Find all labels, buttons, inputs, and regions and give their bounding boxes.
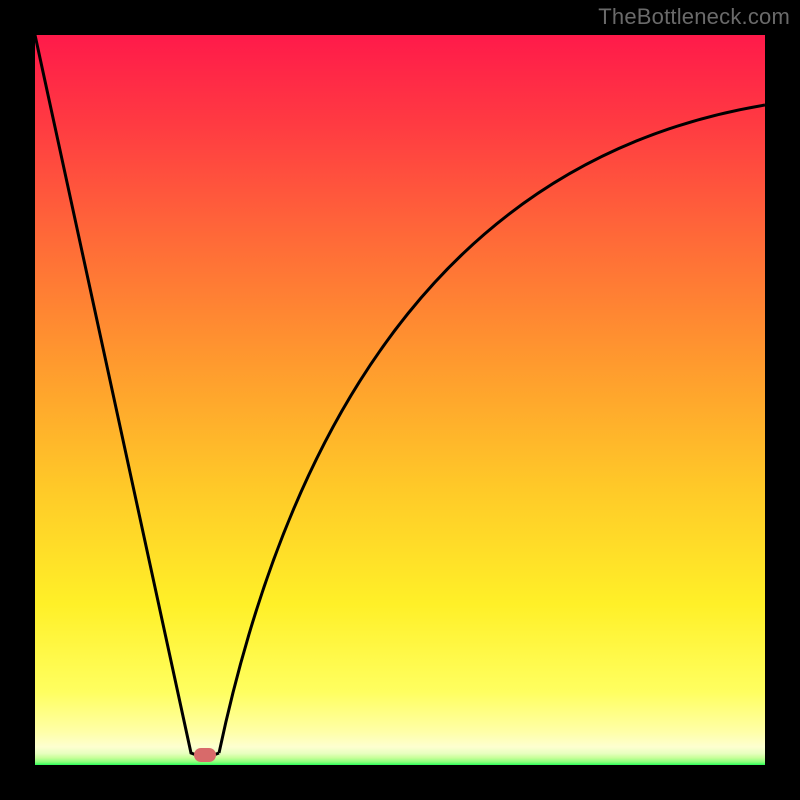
- plot-area: [35, 35, 765, 765]
- outer-frame: TheBottleneck.com: [0, 0, 800, 800]
- chart-svg: [35, 35, 765, 765]
- minimum-marker: [194, 748, 216, 762]
- watermark-text: TheBottleneck.com: [598, 4, 790, 30]
- gradient-background: [35, 35, 765, 765]
